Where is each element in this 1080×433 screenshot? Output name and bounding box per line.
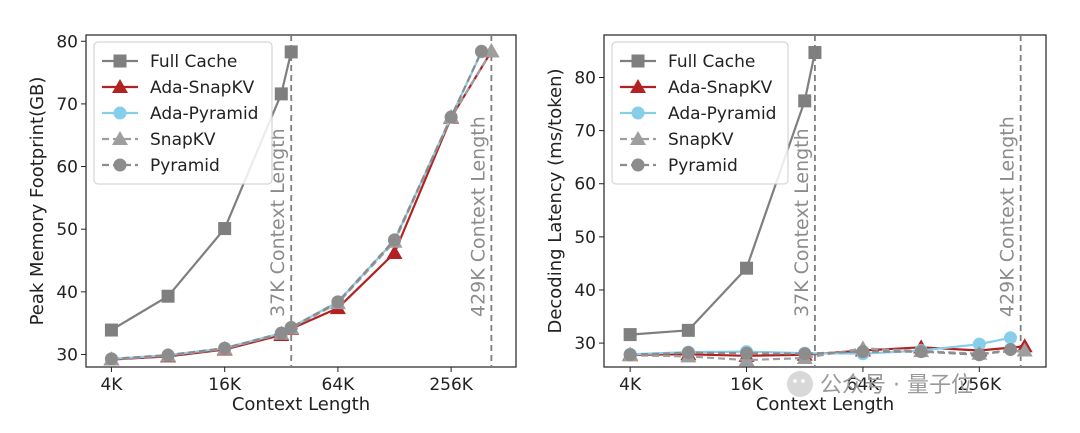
x-tick-label: 256K: [958, 375, 1002, 395]
legend-label: Ada-SnapKV: [668, 78, 773, 98]
data-point: [798, 347, 812, 361]
data-point: [386, 244, 403, 259]
y-tick-label: 40: [56, 283, 78, 303]
watermark: 公众号 · 量子位: [787, 371, 973, 398]
plot-frame: [603, 34, 1047, 368]
data-point: [284, 321, 298, 335]
x-tick-label: 4K: [619, 375, 642, 395]
x-tick-label: 64K: [322, 375, 356, 395]
data-point: [1016, 342, 1033, 357]
y-axis-title: Decoding Latency (ms/token): [545, 68, 566, 333]
x-tick-label: 16K: [730, 375, 764, 395]
legend-label: SnapKV: [150, 130, 216, 150]
legend-label: SnapKV: [668, 130, 734, 150]
wechat-icon-eye-left: [793, 379, 797, 383]
reference-line-label: 429K Context Length: [997, 116, 1019, 317]
legend-label: Pyramid: [150, 156, 220, 176]
legend-marker: [631, 106, 645, 120]
data-point: [1003, 342, 1017, 356]
data-point: [856, 345, 870, 359]
x-tick-label: 64K: [847, 375, 881, 395]
y-tick-label: 70: [56, 95, 78, 115]
reference-line-label: 37K Context Length: [791, 128, 813, 317]
data-point: [284, 45, 298, 59]
data-point: [740, 261, 754, 275]
y-tick-label: 40: [574, 281, 596, 301]
reference-line-label: 37K Context Length: [267, 128, 289, 317]
y-tick-label: 80: [56, 32, 78, 52]
legend-marker: [630, 79, 646, 93]
y-tick-label: 30: [56, 345, 78, 365]
x-tick-label: 16K: [208, 375, 242, 395]
legend-label: Ada-Pyramid: [150, 104, 258, 124]
data-point: [218, 222, 232, 236]
y-axis-title: Peak Memory Footprint(GB): [27, 77, 48, 326]
reference-line-label: 429K Context Length: [467, 116, 489, 317]
legend-box: [93, 41, 273, 185]
legend-box: [611, 41, 789, 185]
legend-label: Ada-Pyramid: [668, 104, 776, 124]
data-point: [623, 348, 637, 362]
legend-label: Pyramid: [668, 156, 738, 176]
x-axis-title: Context Length: [756, 394, 894, 415]
data-point: [972, 348, 986, 362]
y-tick-label: 30: [574, 334, 596, 354]
series-line-pyramid: [630, 348, 1011, 356]
legend-marker: [630, 131, 646, 145]
wechat-icon: [787, 371, 813, 397]
data-point: [740, 346, 754, 360]
data-point: [681, 323, 695, 337]
wechat-icon-eye-right: [801, 379, 805, 383]
legend-marker: [113, 158, 127, 172]
data-point: [104, 352, 118, 366]
data-point: [914, 345, 928, 359]
data-point: [681, 346, 695, 360]
data-point: [798, 94, 812, 108]
y-tick-label: 60: [56, 158, 78, 178]
legend-marker: [631, 54, 645, 68]
y-tick-label: 50: [56, 220, 78, 240]
data-point: [474, 44, 488, 58]
data-point: [331, 295, 345, 309]
y-tick-label: 80: [574, 68, 596, 88]
watermark-text: 公众号 · 量子位: [820, 373, 973, 398]
x-axis-title: Context Length: [232, 394, 370, 415]
series-line-pyramid: [111, 50, 483, 360]
legend-marker: [112, 79, 128, 93]
data-point: [274, 326, 288, 340]
x-tick-label: 4K: [100, 375, 123, 395]
y-tick-label: 50: [574, 228, 596, 248]
y-tick-label: 60: [574, 175, 596, 195]
legend-marker: [113, 106, 127, 120]
plot-frame: [85, 34, 517, 368]
data-point: [1003, 331, 1017, 345]
data-point: [161, 289, 175, 303]
data-point: [274, 87, 288, 101]
x-tick-label: 256K: [429, 375, 473, 395]
legend-label: Full Cache: [668, 52, 755, 72]
data-point: [623, 328, 637, 342]
data-point: [104, 323, 118, 337]
chart-latency: 30 40 50 60 70 80 4K 16K 64K 256K Context Length De…: [545, 34, 1047, 415]
data-point: [444, 110, 458, 124]
data-point: [388, 233, 402, 247]
legend-marker: [631, 158, 645, 172]
data-point: [972, 337, 986, 351]
data-point: [808, 46, 822, 60]
data-point: [218, 341, 232, 355]
chart-memory: 30 40 50 60 70 80 4K 16K 64K 256K Context Length Pe…: [27, 32, 517, 415]
data-point: [161, 348, 175, 362]
legend-label: Ada-SnapKV: [150, 78, 255, 98]
legend-label: Full Cache: [150, 52, 237, 72]
legend-marker: [112, 131, 128, 145]
y-tick-label: 70: [574, 122, 596, 142]
legend-marker: [113, 54, 127, 68]
